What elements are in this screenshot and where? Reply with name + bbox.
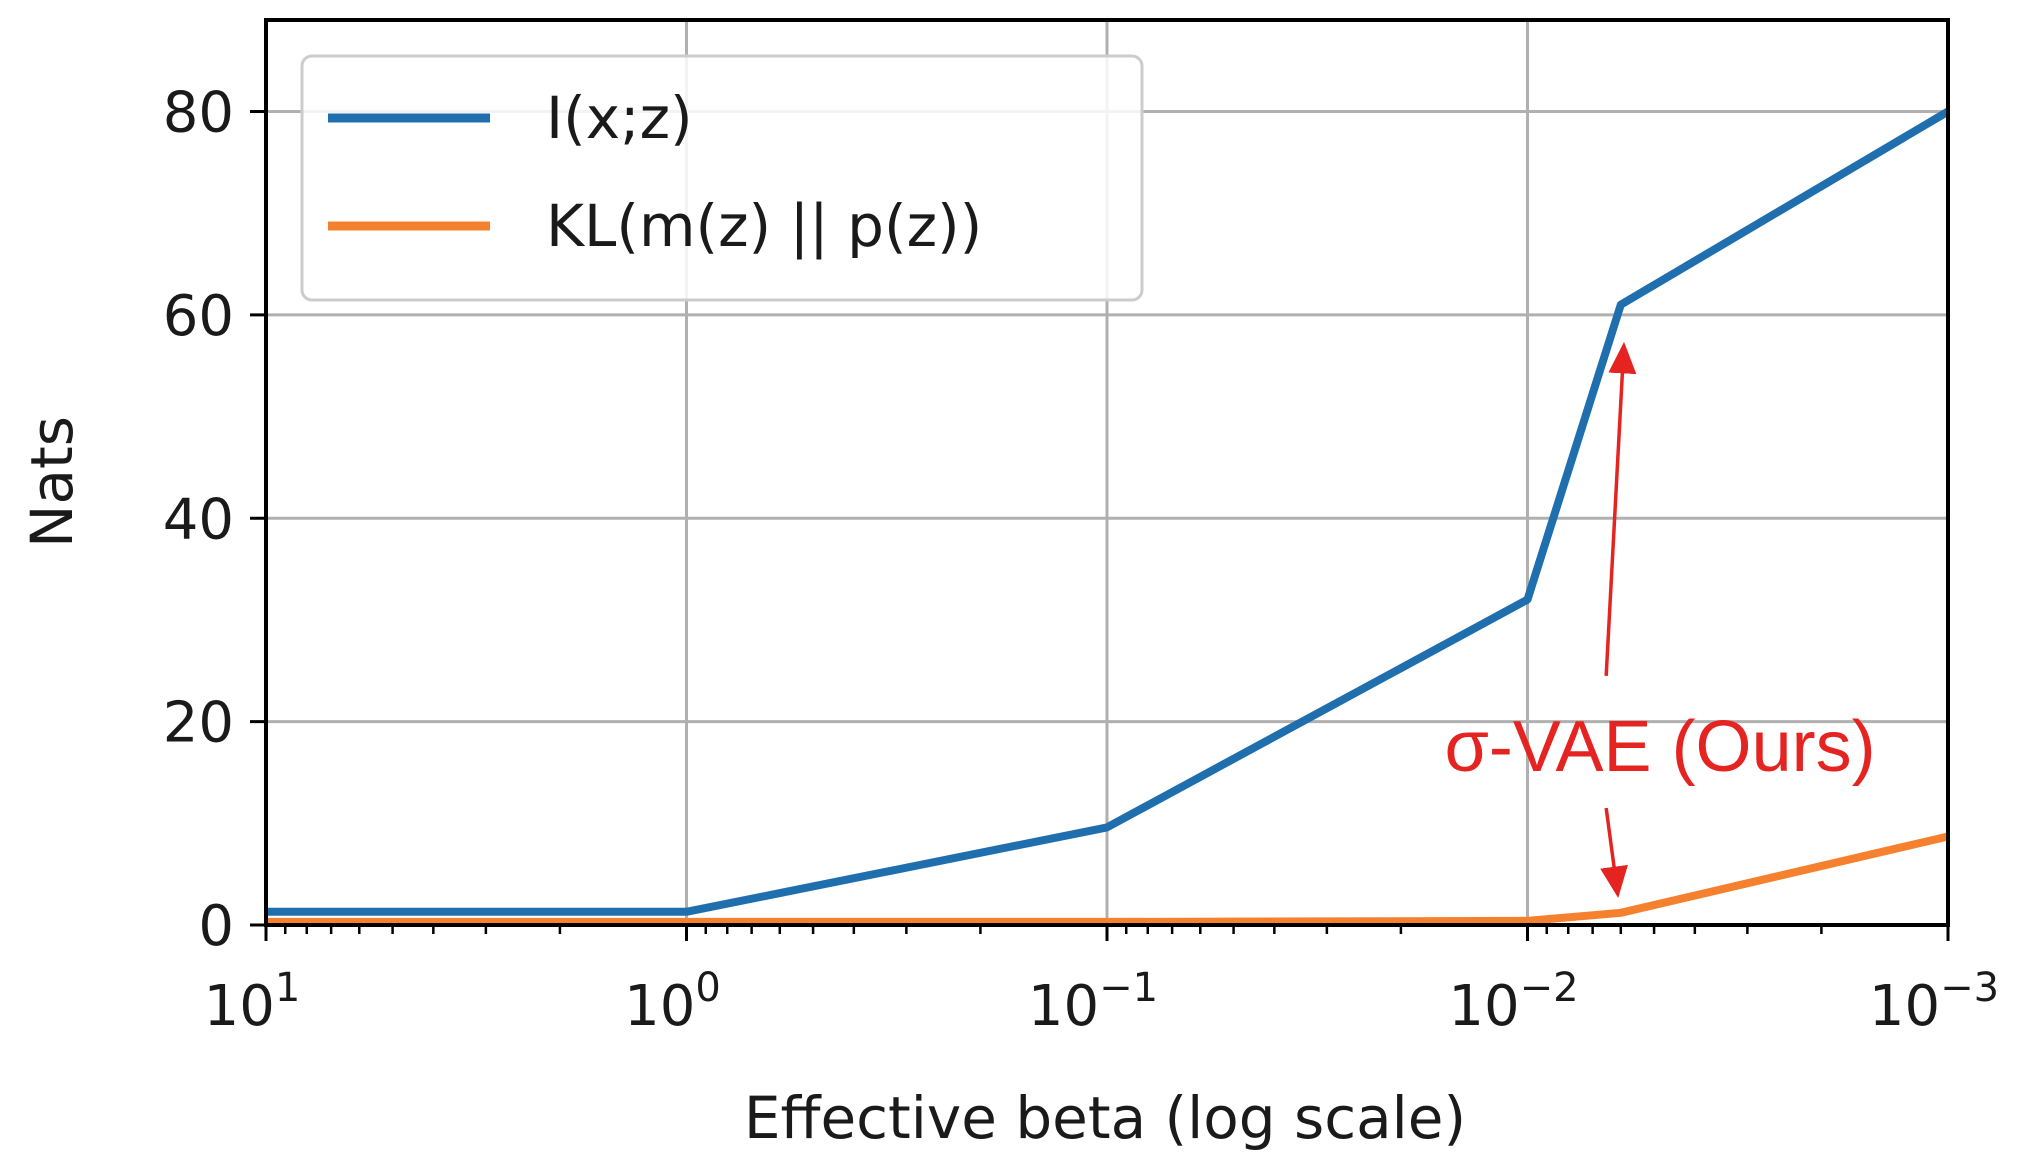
x-tick-label: 10−3: [1869, 965, 1999, 1039]
y-axis-label: Nats: [18, 416, 86, 548]
series-line-kl: [266, 832, 1949, 926]
x-tick-label: 10−2: [1448, 965, 1578, 1039]
x-tick-label: 100: [624, 965, 721, 1039]
series-line-ixz: [266, 108, 1951, 916]
annotation: σ-VAE (Ours): [1444, 341, 1876, 898]
annotation-label: σ-VAE (Ours): [1444, 707, 1875, 787]
major-ticks: [250, 110, 1950, 941]
y-tick-label: 20: [163, 691, 234, 756]
series-layer: [266, 108, 1951, 926]
legend: I(x;z) KL(m(z) || p(z)): [300, 54, 1144, 302]
x-tick-label: 101: [204, 965, 301, 1039]
y-tick-label: 60: [163, 284, 234, 349]
annotation-arrow-up: [1604, 341, 1637, 676]
y-tick-label: 40: [163, 487, 234, 552]
legend-label-kl: KL(m(z) || p(z)): [546, 192, 982, 260]
y-tick-labels: 0 20 40 60 80: [163, 81, 234, 959]
x-tick-label: 10−1: [1028, 965, 1158, 1039]
x-tick-labels: 101 100 10−1 10−2 10−3: [204, 965, 1999, 1039]
x-axis-label: Effective beta (log scale): [744, 1084, 1466, 1152]
annotation-arrow-down: [1600, 807, 1628, 898]
y-tick-label: 80: [163, 81, 234, 146]
y-tick-label: 0: [198, 894, 234, 959]
legend-label-ixz: I(x;z): [546, 84, 693, 152]
legend-box: [300, 54, 1144, 302]
